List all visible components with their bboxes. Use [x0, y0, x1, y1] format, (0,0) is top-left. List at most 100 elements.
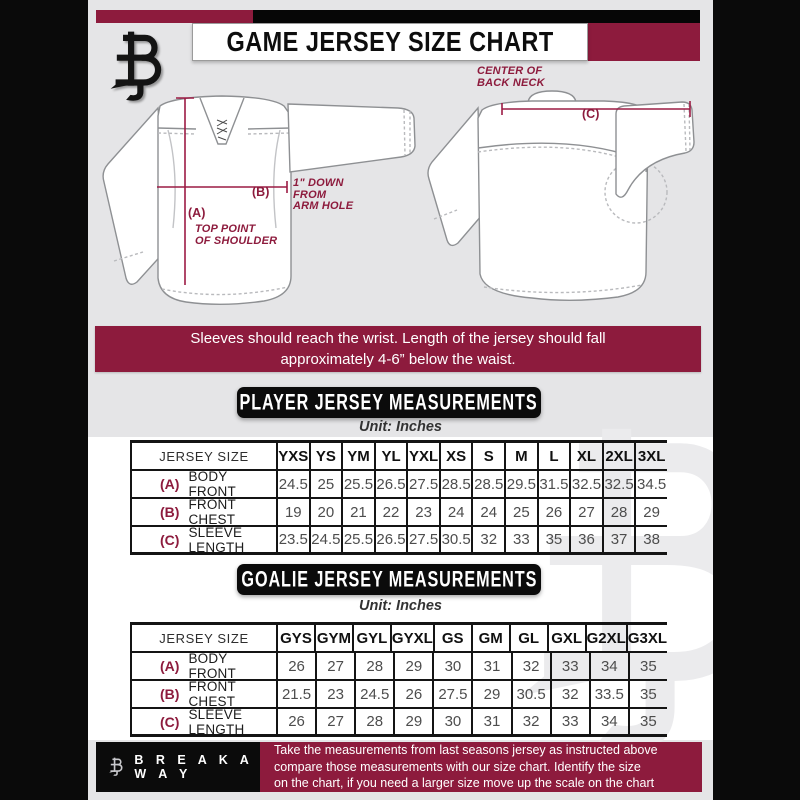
measurement-value: 32	[510, 653, 550, 679]
measurement-value: 21	[341, 499, 374, 525]
measurement-value: 25.5	[341, 471, 374, 497]
measurement-value: 28	[601, 499, 635, 525]
row-label-text: BODY FRONT	[188, 651, 236, 681]
measurement-value: 33.5	[588, 681, 628, 707]
player-size-table: JERSEY SIZE YXS YS YM YL YXL XS S M L XL 2XL 3XL (A) B…	[130, 440, 667, 555]
table-header-row: JERSEY SIZE GYS GYM GYL GYXL GS GM GL GXL G2XL G3X…	[130, 625, 667, 653]
header-bar-maroon-segment	[96, 10, 253, 23]
measurement-value: 27.5	[406, 471, 439, 497]
measurement-value: 35	[627, 653, 667, 679]
row-label: (A) BODY FRONT	[130, 651, 276, 681]
goalie-size-table: JERSEY SIZE GYS GYM GYL GYXL GS GM GL GXL G2XL G3X…	[130, 622, 667, 737]
label-c-key: (C)	[582, 107, 600, 121]
label-a-key: (A)	[188, 206, 206, 220]
measurement-value: 26.5	[373, 527, 407, 552]
measurement-value: 27	[569, 499, 602, 525]
measurement-value: 27.5	[432, 681, 471, 707]
measurement-value: 24	[438, 499, 472, 525]
front-measurement-lines	[157, 97, 288, 285]
measurement-value: 21.5	[276, 681, 315, 707]
measurement-value: 28.5	[471, 471, 504, 497]
measurement-value: 27	[315, 653, 354, 679]
measurement-value: 28	[354, 709, 393, 734]
goalie-section-heading: GOALIE JERSEY MEASUREMENTS	[237, 564, 541, 595]
measurement-value: 34	[588, 709, 628, 734]
measurement-value: 26	[393, 681, 432, 707]
measurement-value: 19	[276, 499, 309, 525]
page-title: GAME JERSEY SIZE CHART	[226, 25, 554, 58]
measurement-value: 24.5	[354, 681, 393, 707]
measurement-value: 34.5	[634, 471, 667, 497]
breakaway-logo-icon	[110, 24, 172, 110]
measurement-value: 28.5	[438, 471, 472, 497]
player-section-heading: PLAYER JERSEY MEASUREMENTS	[237, 387, 541, 418]
page-title-box: GAME JERSEY SIZE CHART	[192, 23, 588, 61]
measurement-value: 35	[627, 709, 667, 734]
size-column-header: G2XL	[584, 625, 626, 651]
measurement-value: 24	[471, 499, 504, 525]
size-column-header: S	[471, 443, 504, 469]
measurement-value: 33	[504, 527, 537, 552]
row-key: (B)	[160, 504, 180, 520]
size-column-header: YS	[308, 443, 342, 469]
front-jersey-diagram	[102, 95, 416, 305]
measurement-value: 24.5	[276, 471, 309, 497]
size-column-header: XS	[438, 443, 472, 469]
measurement-value: 29	[393, 709, 432, 734]
size-column-header: YXS	[276, 443, 309, 469]
fit-note-banner: Sleeves should reach the wrist. Length o…	[95, 326, 701, 372]
back-measurement-lines	[501, 101, 691, 117]
measurement-value: 25	[308, 471, 342, 497]
table-row: (C) SLEEVE LENGTH 23.5 24.5 25.5 26.5 27.5 30.5…	[130, 525, 667, 555]
row-label-text: SLEEVE LENGTH	[188, 706, 245, 737]
measurement-value: 23	[315, 681, 354, 707]
breakaway-footer-logo-icon	[109, 757, 123, 777]
measurement-value: 26	[536, 499, 570, 525]
footer-brand-name: B R E A K A W A Y	[134, 753, 253, 781]
row-key: (C)	[160, 531, 180, 548]
measurement-value: 20	[308, 499, 342, 525]
size-column-header: GYM	[313, 625, 352, 651]
measurement-value: 30.5	[510, 681, 550, 707]
measurement-value: 27.5	[406, 527, 439, 552]
size-column-header: GXL	[546, 625, 585, 651]
size-column-header: YL	[373, 443, 407, 469]
chart-content: GAME JERSEY SIZE CHART	[88, 0, 713, 800]
size-column-header: 2XL	[601, 443, 635, 469]
row-label-text: BODY FRONT	[188, 469, 236, 499]
jersey-size-header: JERSEY SIZE	[130, 625, 276, 651]
row-key: (C)	[160, 713, 180, 730]
row-label-text: FRONT CHEST	[188, 497, 236, 527]
table-header-row: JERSEY SIZE YXS YS YM YL YXL XS S M L XL 2XL 3XL	[130, 443, 667, 471]
label-b-text: 1" DOWN FROM ARM HOLE	[293, 177, 354, 212]
table-row: (C) SLEEVE LENGTH 26 27 28 29 30 31 32 33 34 35	[130, 706, 667, 737]
measurement-value: 33	[549, 653, 589, 679]
label-c-text: CENTER OF BACK NECK	[477, 65, 545, 89]
measurement-value: 31	[471, 653, 510, 679]
measurement-value: 33	[549, 709, 589, 734]
size-column-header: YXL	[406, 443, 439, 469]
measurement-value: 30.5	[438, 527, 472, 552]
size-column-header: GYL	[351, 625, 390, 651]
footer-brand-box: B R E A K A W A Y	[96, 742, 260, 792]
measurement-value: 24.5	[308, 527, 342, 552]
table-row: (B) FRONT CHEST 21.5 23 24.5 26 27.5 29 30.5 32 33…	[130, 679, 667, 709]
row-label: (B) FRONT CHEST	[130, 497, 276, 527]
measurement-value: 35	[536, 527, 570, 552]
measurement-value: 22	[373, 499, 407, 525]
size-column-header: 3XL	[634, 443, 667, 469]
measurement-value: 34	[588, 653, 628, 679]
size-column-header: M	[504, 443, 537, 469]
label-a-text: TOP POINT OF SHOULDER	[195, 223, 278, 247]
label-b-key: (B)	[252, 185, 270, 199]
measurement-value: 29	[634, 499, 667, 525]
size-column-header: L	[536, 443, 570, 469]
goalie-unit-label: Unit: Inches	[359, 598, 442, 614]
header-maroon-block	[588, 23, 700, 61]
measurement-value: 29	[393, 653, 432, 679]
measurement-value: 23	[406, 499, 439, 525]
measurement-value: 32	[549, 681, 589, 707]
measurement-value: 30	[432, 709, 471, 734]
measurement-value: 27	[315, 709, 354, 734]
